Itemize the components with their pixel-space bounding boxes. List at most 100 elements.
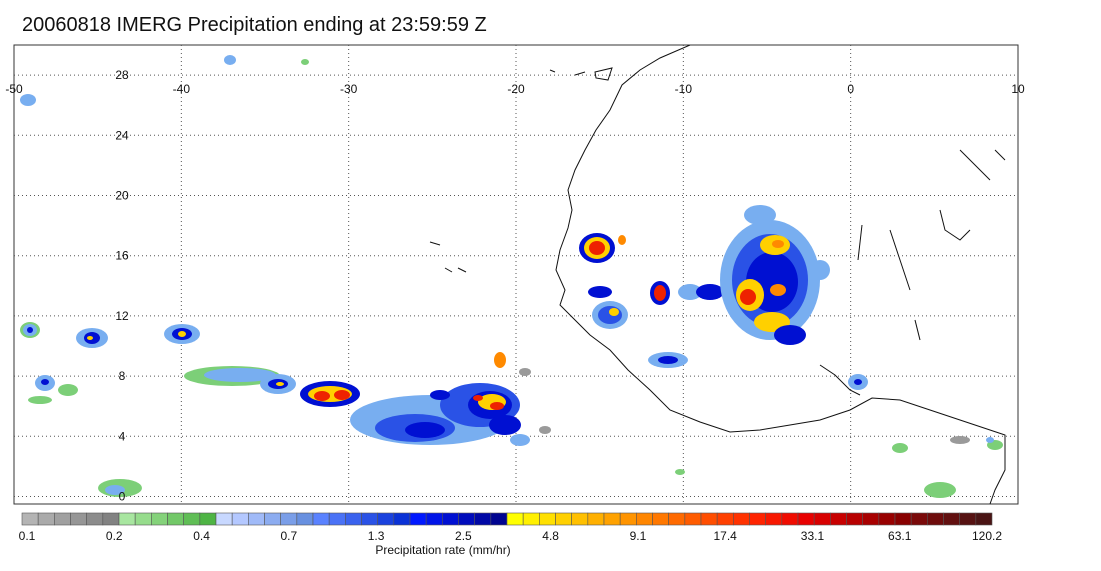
colorbar-swatch [830,512,847,526]
colorbar-swatch [134,512,152,526]
colorbar-swatch [846,512,863,526]
lon-tick-label: 0 [847,82,854,96]
colorbar-label: Precipitation rate (mm/hr) [375,543,510,557]
lat-tick-label: 20 [115,188,129,202]
colorbar-swatch [652,512,669,526]
colorbar [21,512,993,526]
colorbar-swatch [797,512,815,526]
lat-tick-label: 0 [119,489,126,503]
colorbar-swatch [539,512,556,526]
colorbar-tick-label: 1.3 [368,529,385,543]
colorbar-tick-label: 0.1 [19,529,36,543]
colorbar-swatch [910,512,928,526]
colorbar-swatch [102,512,120,526]
colorbar-tick-label: 2.5 [455,529,472,543]
colorbar-swatch [749,512,766,526]
lat-tick-label: 4 [119,429,126,443]
lon-tick-label: 10 [1011,82,1025,96]
lat-tick-label: 24 [115,128,129,142]
colorbar-swatch [21,512,39,526]
colorbar-tick-label: 4.8 [542,529,559,543]
colorbar-swatch [506,512,524,526]
colorbar-swatch [377,512,395,526]
colorbar-tick-label: 33.1 [801,529,825,543]
colorbar-swatch [361,512,378,526]
colorbar-swatch [603,512,621,526]
colorbar-tick-label: 120.2 [972,529,1002,543]
colorbar-swatch [118,512,136,526]
colorbar-swatch [716,512,734,526]
colorbar-swatch [927,512,944,526]
lon-tick-label: -40 [173,82,191,96]
colorbar-swatch [943,512,960,526]
colorbar-tick-label: 17.4 [714,529,738,543]
colorbar-swatch [733,512,750,526]
colorbar-swatch [474,512,492,526]
colorbar-swatch [151,512,168,526]
map-title: 20060818 IMERG Precipitation ending at 2… [22,14,487,36]
colorbar-swatch [490,512,508,526]
colorbar-swatch [167,512,184,526]
precipitation-field [20,55,1003,498]
colorbar-swatch [393,512,411,526]
colorbar-swatch [878,512,896,526]
colorbar-swatch [555,512,572,526]
colorbar-swatch [328,512,346,526]
colorbar-swatch [231,512,249,526]
lat-tick-label: 8 [119,369,126,383]
colorbar-tick-label: 0.2 [106,529,123,543]
colorbar-swatch [37,512,55,526]
lon-tick-label: -20 [507,82,525,96]
lon-tick-label: -10 [675,82,693,96]
colorbar-swatch [54,512,71,526]
colorbar-swatch [959,512,977,526]
lon-tick-label: -50 [5,82,23,96]
colorbar-swatch [183,512,201,526]
colorbar-tick-label: 0.7 [280,529,297,543]
colorbar-swatch [86,512,104,526]
colorbar-swatch [264,512,281,526]
colorbar-swatch [894,512,912,526]
colorbar-swatch [781,512,799,526]
colorbar-swatch [345,512,362,526]
colorbar-swatch [409,512,427,526]
colorbar-swatch [636,512,653,526]
rain-cluster-africa [579,205,1003,498]
colorbar-swatch [813,512,831,526]
colorbar-swatch [296,512,314,526]
longitude-labels: -50 -40 -30 -20 -10 0 10 [5,82,1025,96]
colorbar-tick-labels: 0.1 0.2 0.4 0.7 1.3 2.5 4.8 9.1 17.4 33.1 63.1 120.… [19,529,1003,543]
colorbar-tick-label: 63.1 [888,529,912,543]
colorbar-swatch [522,512,540,526]
colorbar-swatch [587,512,605,526]
colorbar-swatch [248,512,265,526]
rain-cluster-w1 [20,55,309,497]
colorbar-swatch [425,512,443,526]
colorbar-swatch [280,512,298,526]
rain-cluster-itcz [184,352,551,446]
latitude-labels: 0 4 8 12 16 20 24 28 [115,68,129,503]
colorbar-swatch [619,512,637,526]
lat-tick-label: 28 [115,68,129,82]
colorbar-swatch [975,512,993,526]
colorbar-swatch [199,512,217,526]
colorbar-swatch [684,512,702,526]
lon-tick-label: -30 [340,82,358,96]
colorbar-swatch [862,512,880,526]
colorbar-swatch [458,512,475,526]
lat-tick-label: 16 [115,249,129,263]
colorbar-swatch [700,512,718,526]
colorbar-swatch [312,512,330,526]
colorbar-swatch [571,512,589,526]
colorbar-swatch [765,512,783,526]
coastline [429,45,1006,504]
colorbar-swatch [215,512,233,526]
graticule [14,45,1018,504]
colorbar-swatch [668,512,686,526]
colorbar-swatch [442,512,459,526]
colorbar-tick-label: 0.4 [193,529,210,543]
colorbar-tick-label: 9.1 [630,529,647,543]
lat-tick-label: 12 [115,309,129,323]
colorbar-swatch [70,512,87,526]
